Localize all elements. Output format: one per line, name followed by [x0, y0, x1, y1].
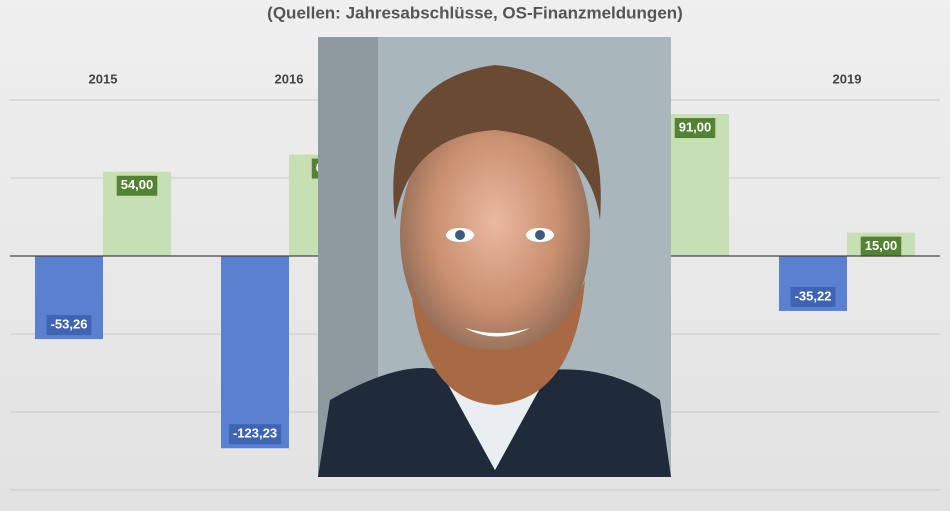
value-label-box: 91,00 — [674, 118, 716, 139]
value-label-bg — [790, 286, 836, 307]
value-label-box: -35,22 — [790, 286, 836, 307]
value-label-bg — [860, 236, 902, 257]
portrait-photo — [318, 37, 671, 477]
value-label: -53,26 — [51, 317, 88, 332]
value-label: -35,22 — [795, 288, 832, 303]
chart-title: (Quellen: Jahresabschlüsse, OS-Finanzmel… — [267, 3, 683, 22]
value-label: 91,00 — [679, 119, 712, 134]
value-label-bg — [116, 175, 158, 196]
value-label: 15,00 — [865, 238, 898, 253]
bar — [221, 256, 289, 449]
value-label-bg — [674, 118, 716, 139]
x-tick-label: 2016 — [275, 71, 304, 86]
plot-area: 2015-53,2654,002016-123,236591,002019-35… — [10, 71, 940, 491]
value-label: -123,23 — [233, 426, 277, 441]
x-tick-label: 2019 — [833, 71, 862, 86]
x-tick-label: 2015 — [89, 71, 118, 86]
value-label-box: 15,00 — [860, 236, 902, 257]
value-label-bg — [228, 424, 282, 445]
value-label: 54,00 — [121, 177, 154, 192]
value-label-box: 54,00 — [116, 175, 158, 196]
value-label-box: -123,23 — [228, 424, 282, 445]
value-label-bg — [46, 315, 92, 336]
value-label-box: -53,26 — [46, 315, 92, 336]
